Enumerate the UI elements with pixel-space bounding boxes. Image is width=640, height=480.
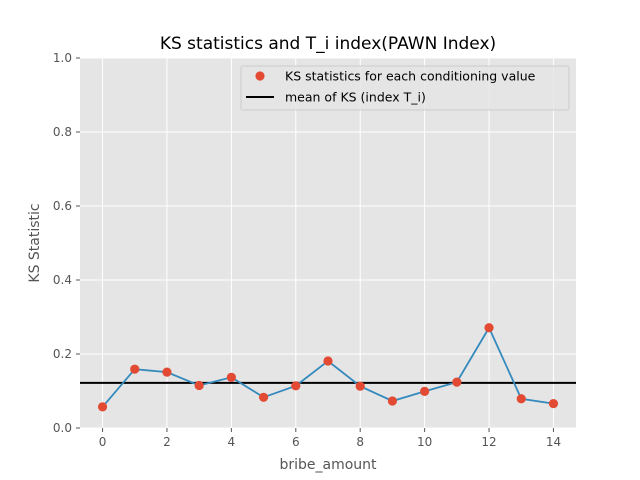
x-tick-label: 4 [228, 435, 236, 449]
grid [80, 57, 576, 429]
x-tick-label: 2 [163, 435, 171, 449]
x-tick-label: 14 [546, 435, 561, 449]
y-tick-label: 1.0 [53, 51, 72, 65]
legend-label-ks: KS statistics for each conditioning valu… [285, 69, 536, 84]
ks-point-11 [452, 377, 462, 387]
legend: KS statistics for each conditioning valu… [240, 65, 570, 111]
ks-point-3 [194, 380, 204, 391]
ks-point-4 [226, 372, 236, 382]
x-tick-label: 12 [481, 435, 496, 449]
ks-point-7 [323, 356, 333, 366]
ks-point-1 [130, 364, 140, 374]
legend-marker-ks [255, 71, 265, 81]
ks-point-9 [387, 396, 398, 406]
legend-label-mean: mean of KS (index T_i) [285, 90, 426, 105]
ks-point-12 [484, 323, 494, 333]
ks-point-0 [97, 402, 108, 412]
ks-point-2 [162, 367, 172, 377]
series-layer [97, 323, 559, 412]
ks-point-8 [355, 381, 365, 391]
y-axis-label: KS Statistic [27, 203, 43, 282]
x-ticks: 0 2 4 6 8 10 12 14 [99, 428, 561, 449]
x-axis-label: bribe_amount [279, 457, 377, 473]
chart-title: KS statistics and T_i index(PAWN Index) [160, 34, 496, 54]
ks-point-6 [291, 381, 301, 391]
x-tick-label: 0 [99, 435, 107, 449]
x-tick-label: 8 [356, 435, 364, 449]
y-tick-label: 0.6 [53, 199, 72, 213]
ks-point-14 [548, 398, 559, 409]
ks-point-5 [258, 392, 269, 402]
legend-box [240, 65, 570, 111]
y-ticks: 0.0 0.2 0.4 0.6 0.8 1.0 [53, 51, 80, 435]
ks-point-10 [420, 386, 430, 396]
y-tick-label: 0.8 [53, 125, 72, 139]
plot-area [80, 58, 576, 428]
y-tick-label: 0.4 [53, 273, 72, 287]
x-tick-label: 10 [417, 435, 432, 449]
ks-point-13 [516, 394, 526, 404]
y-tick-label: 0.2 [53, 347, 72, 361]
x-tick-label: 6 [292, 435, 300, 449]
y-tick-label: 0.0 [53, 421, 72, 435]
